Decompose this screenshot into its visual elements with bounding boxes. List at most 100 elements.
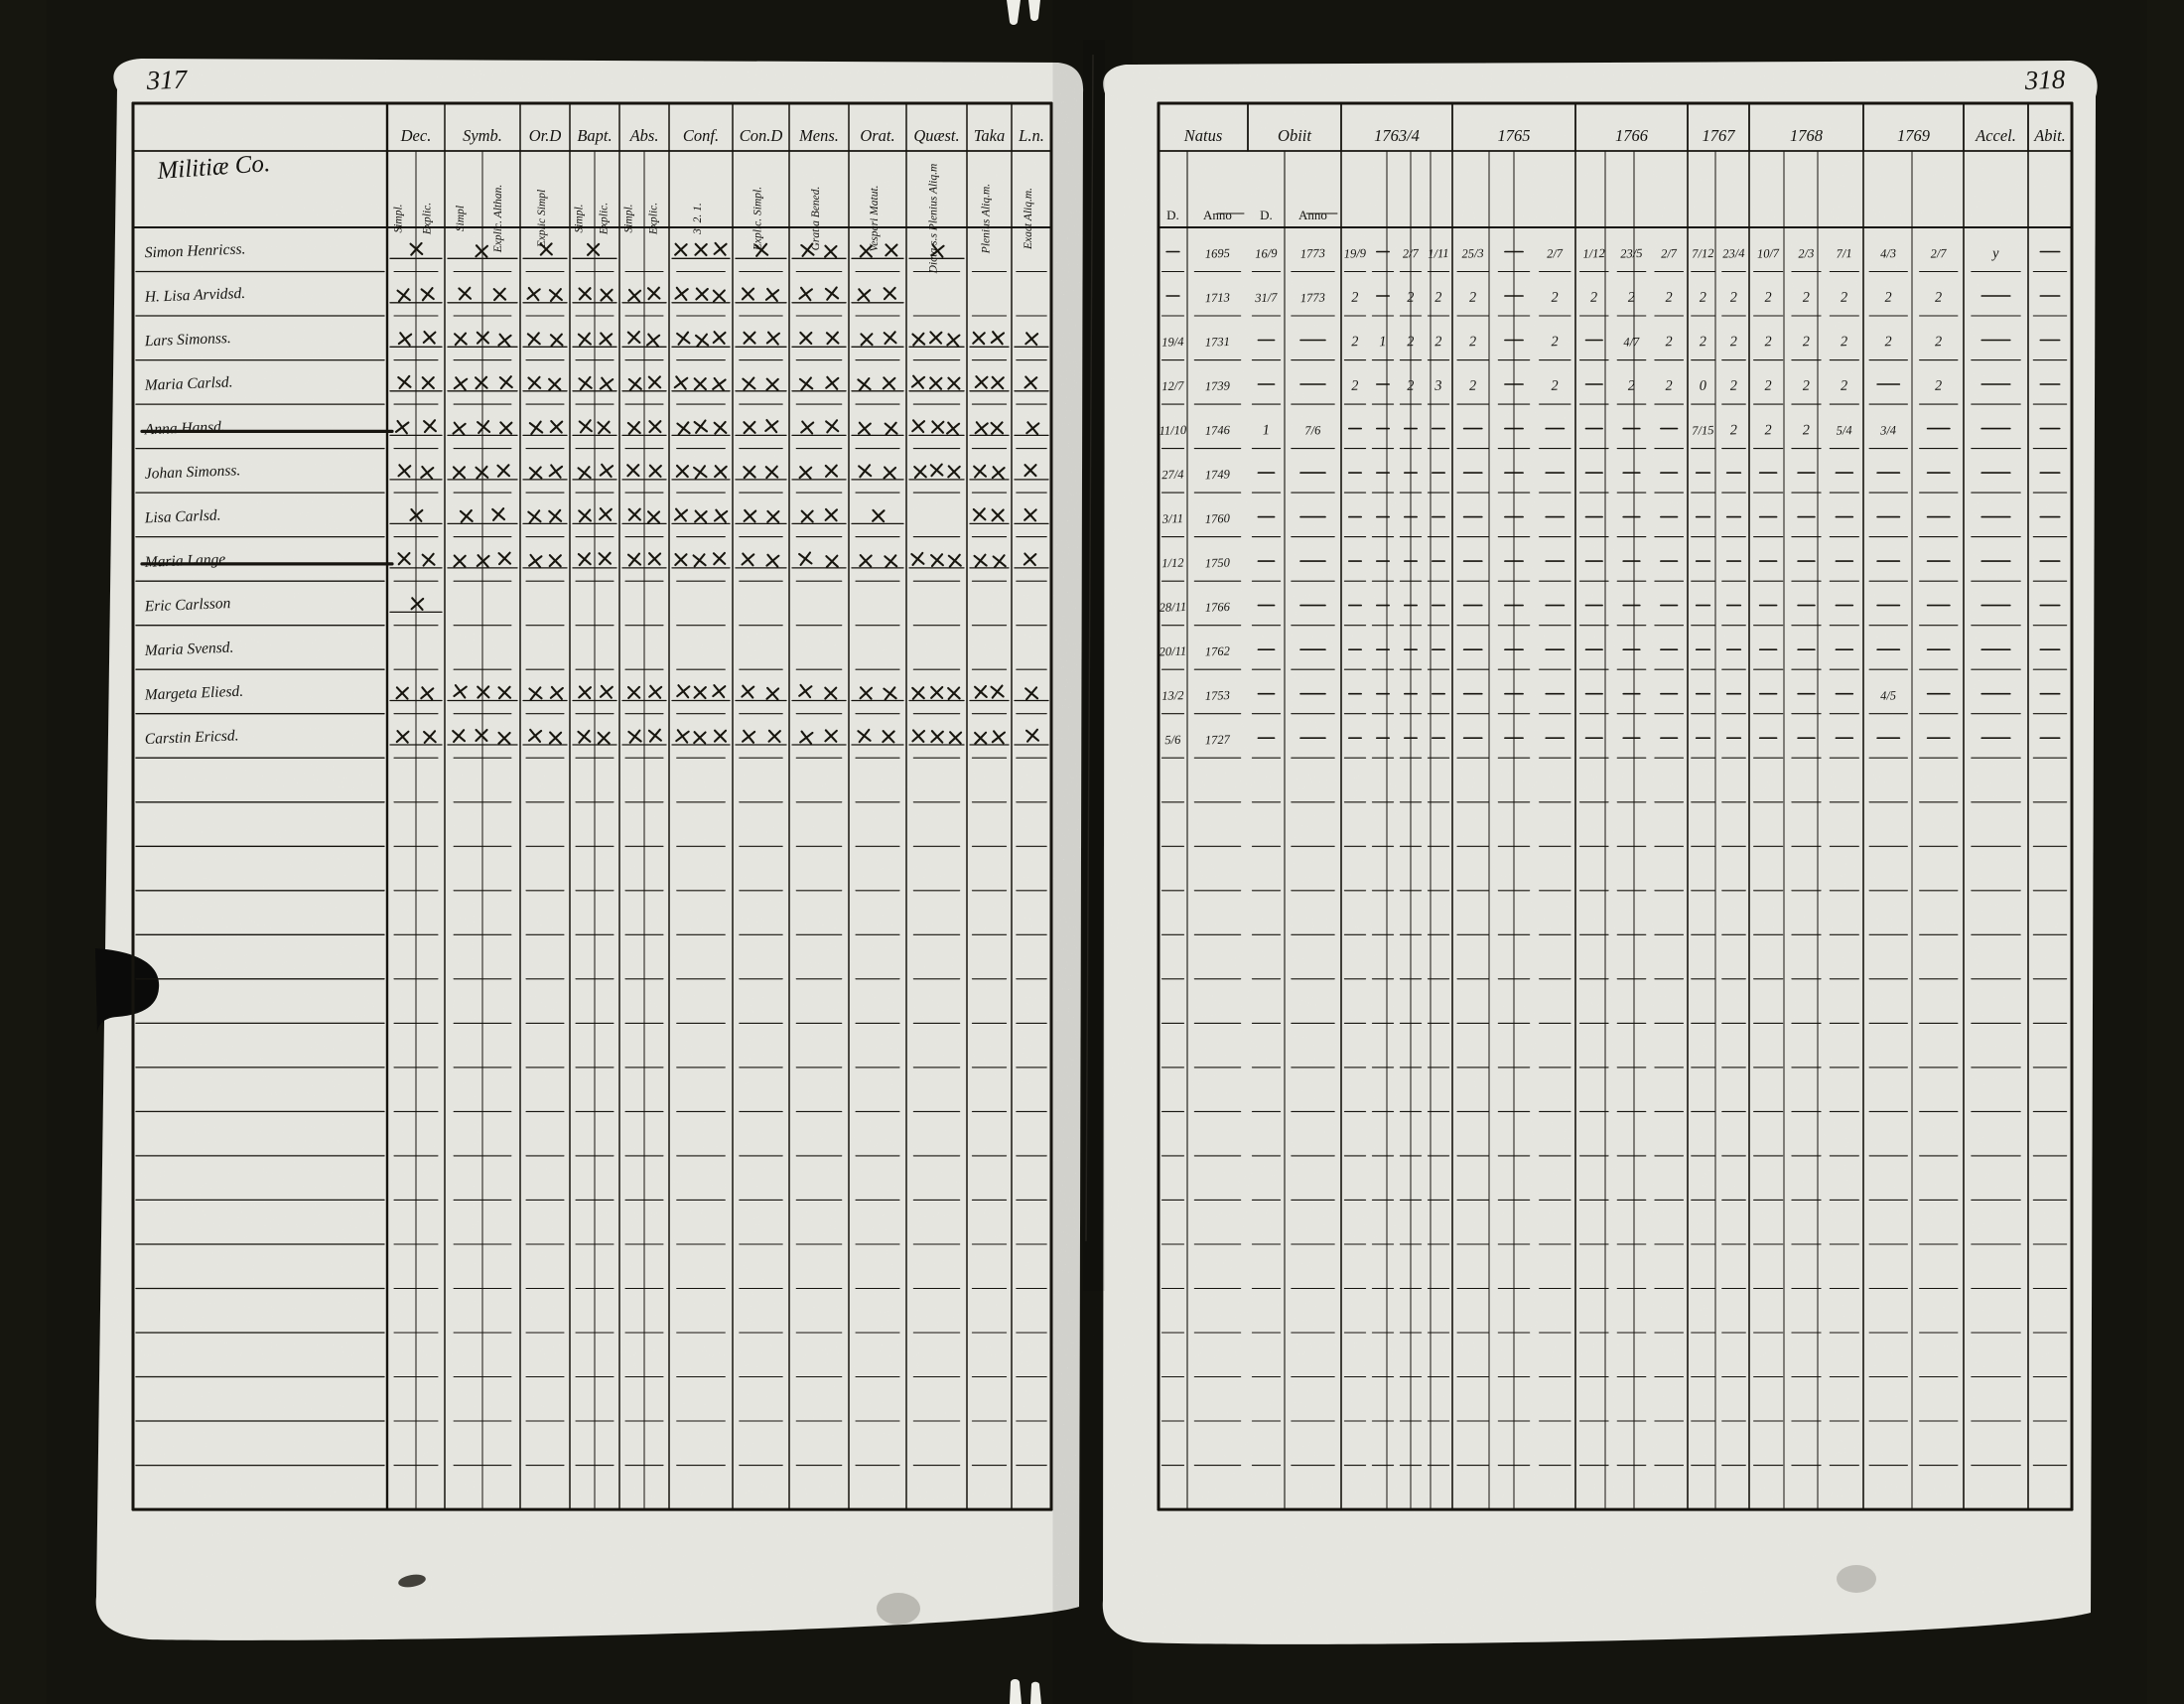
svg-text:2/7: 2/7 [1403,246,1420,261]
svg-text:Simpl.: Simpl. [574,204,586,232]
svg-text:Natus: Natus [1183,126,1223,145]
svg-text:2: 2 [1551,290,1559,306]
svg-text:2: 2 [1935,290,1943,306]
svg-text:1749: 1749 [1205,467,1231,482]
svg-text:Explic.: Explic. [648,203,660,235]
svg-text:2: 2 [1764,422,1772,438]
svg-text:2/7: 2/7 [1547,246,1564,261]
svg-text:2: 2 [1434,290,1442,306]
svg-text:2: 2 [1665,378,1673,394]
svg-text:2: 2 [1351,290,1359,306]
svg-text:5/4: 5/4 [1836,423,1851,438]
svg-text:Explic Simpl: Explic Simpl [536,190,548,248]
svg-text:Exact Aliq.m.: Exact Aliq.m. [1023,188,1034,250]
svg-text:2: 2 [1469,334,1477,350]
svg-text:2: 2 [1407,334,1415,350]
svg-text:2: 2 [1935,334,1943,350]
svg-text:31/7: 31/7 [1254,290,1278,305]
svg-text:1727: 1727 [1205,733,1231,748]
svg-text:Or.D: Or.D [529,126,562,145]
svg-text:Simpl.: Simpl. [623,204,635,232]
svg-text:Maria Svensd.: Maria Svensd. [144,639,234,659]
svg-text:3: 3 [1433,378,1442,394]
svg-text:Simpl: Simpl [455,206,467,231]
svg-text:2: 2 [1699,334,1706,350]
svg-text:Maria Carlsd.: Maria Carlsd. [144,373,233,393]
svg-text:7/12: 7/12 [1692,246,1714,261]
svg-text:1/12: 1/12 [1582,246,1605,261]
svg-text:2: 2 [1627,378,1635,394]
svg-text:19/4: 19/4 [1161,335,1184,350]
svg-text:2: 2 [1802,290,1810,306]
svg-text:10/7: 10/7 [1757,246,1780,261]
svg-text:2: 2 [1841,378,1848,394]
svg-text:2: 2 [1802,422,1810,438]
svg-text:1: 1 [1379,334,1387,350]
svg-text:0: 0 [1699,378,1707,394]
svg-text:2/3: 2/3 [1798,246,1814,261]
svg-text:1731: 1731 [1205,335,1230,350]
svg-text:Lars Simonss.: Lars Simonss. [144,330,232,350]
svg-text:L.n.: L.n. [1018,126,1044,145]
svg-text:12/7: 12/7 [1161,378,1184,393]
svg-text:23/5: 23/5 [1620,246,1643,261]
svg-text:Quæst.: Quæst. [913,126,959,145]
svg-text:2: 2 [1665,334,1673,350]
svg-text:1766: 1766 [1205,600,1231,615]
svg-text:2: 2 [1627,290,1635,306]
svg-text:3. 2. 1.: 3. 2. 1. [692,203,704,235]
svg-text:2: 2 [1764,378,1772,394]
svg-text:20/11: 20/11 [1159,644,1186,659]
svg-text:2: 2 [1590,290,1598,306]
svg-text:Maria Lange: Maria Lange [144,551,226,571]
svg-text:23/4: 23/4 [1722,246,1745,261]
svg-text:3/4: 3/4 [1879,423,1896,438]
svg-text:1760: 1760 [1205,511,1231,526]
svg-text:1765: 1765 [1498,126,1531,145]
svg-text:4/5: 4/5 [1880,688,1896,703]
svg-text:D.: D. [1260,208,1273,222]
svg-text:Explic.: Explic. [422,203,434,235]
svg-text:1773: 1773 [1300,290,1325,305]
svg-text:1768: 1768 [1790,126,1824,145]
svg-text:2: 2 [1729,334,1737,350]
svg-text:1750: 1750 [1205,555,1231,570]
svg-text:Dec.: Dec. [400,126,432,145]
svg-text:2: 2 [1434,334,1442,350]
svg-text:Vesperi Matut.: Vesperi Matut. [869,185,881,251]
svg-text:Anno: Anno [1203,208,1232,222]
svg-text:16/9: 16/9 [1255,246,1278,261]
svg-text:Explic. Althan.: Explic. Althan. [492,185,504,253]
svg-text:2: 2 [1802,378,1810,394]
svg-text:2: 2 [1665,290,1673,306]
svg-text:1769: 1769 [1897,126,1930,145]
svg-text:2: 2 [1729,290,1737,306]
svg-text:5/6: 5/6 [1164,733,1181,748]
svg-text:Dicta s.s Plenius Aliq.m: Dicta s.s Plenius Aliq.m [928,164,940,275]
svg-text:1766: 1766 [1615,126,1649,145]
svg-text:27/4: 27/4 [1161,468,1184,483]
svg-text:2: 2 [1351,334,1359,350]
svg-text:2: 2 [1407,290,1415,306]
svg-text:2: 2 [1551,378,1559,394]
svg-text:25/3: 25/3 [1461,246,1484,261]
svg-text:Abs.: Abs. [629,126,659,145]
svg-text:Lisa Carlsd.: Lisa Carlsd. [144,506,221,526]
svg-text:Anna Hansd.: Anna Hansd. [144,418,226,438]
svg-text:Obiit: Obiit [1278,126,1311,145]
svg-text:7/15: 7/15 [1692,423,1714,438]
svg-text:2: 2 [1469,378,1477,394]
svg-text:D.: D. [1166,208,1179,222]
svg-text:Orat.: Orat. [860,126,894,145]
svg-text:2: 2 [1469,290,1477,306]
svg-text:2/7: 2/7 [1661,246,1678,261]
svg-text:1: 1 [1262,422,1270,438]
svg-text:1773: 1773 [1300,246,1325,261]
svg-text:Anno: Anno [1298,208,1327,222]
svg-text:317: 317 [145,65,189,95]
svg-text:Bapt.: Bapt. [577,126,612,145]
svg-text:Mens.: Mens. [798,126,839,145]
svg-text:Conf.: Conf. [683,126,719,145]
svg-text:2: 2 [1802,334,1810,350]
svg-text:1753: 1753 [1205,688,1230,703]
